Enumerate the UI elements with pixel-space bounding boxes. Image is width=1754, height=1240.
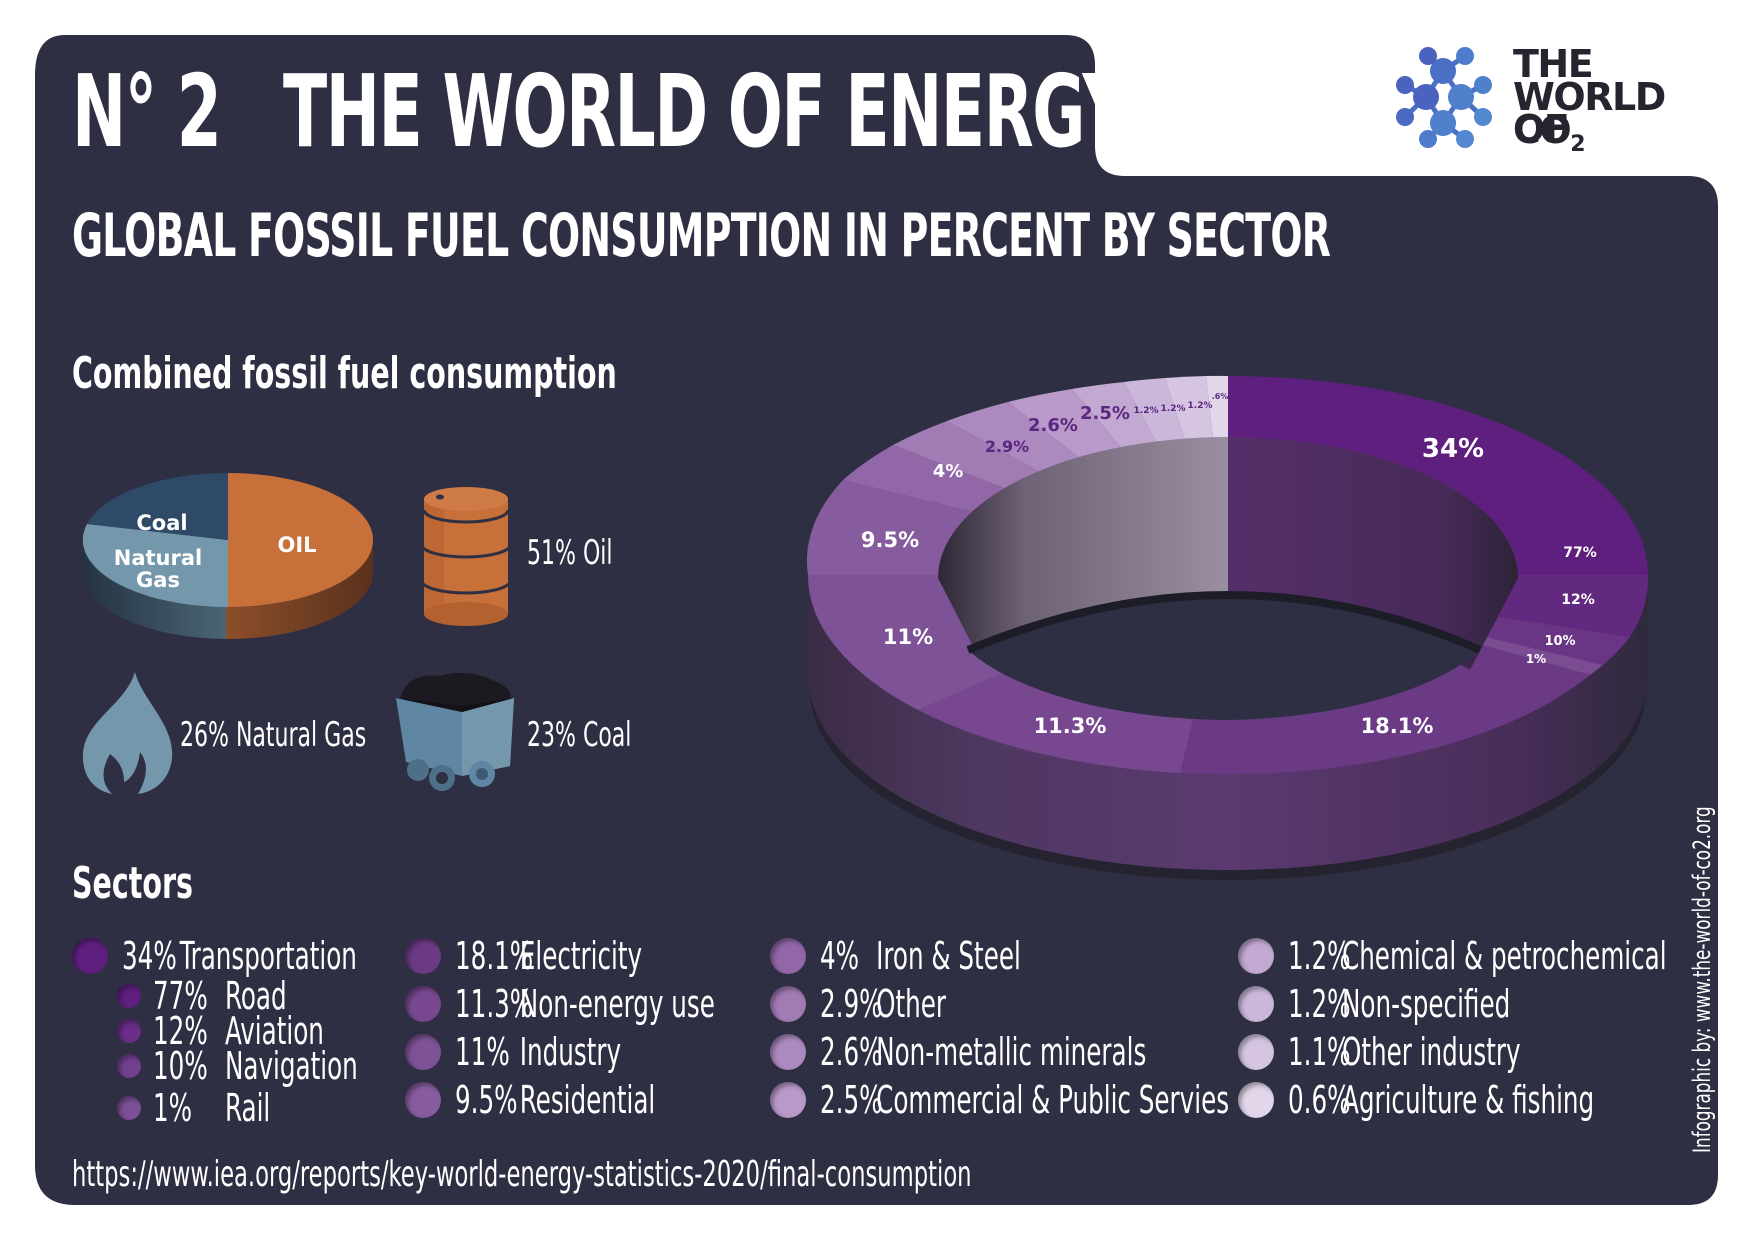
legend-item-chemical: 1.2% Chemical & petrochemical [1238, 937, 1754, 975]
flame-icon [82, 672, 173, 794]
svg-text:2.9%: 2.9% [985, 437, 1029, 456]
legend-bullet [770, 1034, 806, 1070]
legend-bullet [1238, 938, 1274, 974]
legend-bullet [770, 938, 806, 974]
legend-bullet [405, 1082, 441, 1118]
svg-text:Gas: Gas [136, 568, 180, 592]
svg-text:10%: 10% [1544, 634, 1575, 649]
oil-barrel-icon [420, 487, 512, 626]
logo-line-3: CO2 [1513, 108, 1585, 157]
combined-heading: Combined fossil fuel consumption [72, 348, 617, 399]
legend-item-industry: 11% Industry [405, 1033, 686, 1071]
legend-item-commercial-public: 2.5% Commercial & Public Servies [770, 1081, 1388, 1119]
legend-item-electricity: 18.1% Electricity [405, 937, 715, 975]
legend-item-agriculture: 0.6% Agriculture & fishing [1238, 1081, 1713, 1119]
sectors-heading: Sectors [72, 858, 194, 909]
legend-bullet [117, 984, 141, 1008]
legend-bullet [770, 1082, 806, 1118]
svg-text:12%: 12% [1561, 592, 1595, 608]
svg-text:2.6%: 2.6% [1028, 415, 1078, 436]
svg-text:1.2%: 1.2% [1188, 401, 1213, 411]
fuel-pie-chart: Coal Natural Gas OIL [82, 472, 373, 640]
legend-item-iron-steel: 4% Iron & Steel [770, 937, 1099, 975]
legend-bullet [1238, 1034, 1274, 1070]
legend-bullet [1238, 986, 1274, 1022]
legend-bullet [405, 938, 441, 974]
svg-text:Natural: Natural [114, 546, 202, 570]
legend-bullet [117, 1054, 141, 1078]
legend-bullet [405, 986, 441, 1022]
source-link[interactable]: https://www.iea.org/reports/key-world-en… [72, 1154, 972, 1195]
credit-text: Infographic by: www.the-world-of-co2.org [1688, 806, 1716, 1153]
svg-text:.6%: .6% [1212, 392, 1229, 401]
legend-bullet [770, 986, 806, 1022]
logo-line-1: THE [1513, 42, 1594, 86]
natural-gas-share-label: 26% Natural Gas [180, 715, 367, 755]
svg-text:18.1%: 18.1% [1361, 714, 1434, 738]
svg-text:9.5%: 9.5% [861, 528, 919, 552]
legend-item-transportation: 34% Transportation [72, 937, 448, 975]
pie-slice-natural-gas [82, 524, 228, 608]
svg-text:2.5%: 2.5% [1080, 403, 1130, 424]
legend-bullet [117, 1019, 141, 1043]
svg-text:1.2%: 1.2% [1134, 406, 1159, 416]
sector-donut-chart: 34% 77% 12% 10% 1% 18.1% 11.3% 11% 9.5% … [806, 375, 1649, 880]
page-subtitle: GLOBAL FOSSIL FUEL CONSUMPTION IN PERCEN… [72, 201, 1331, 271]
svg-text:Coal: Coal [136, 511, 187, 535]
svg-text:1%: 1% [1526, 652, 1546, 666]
legend-item-non-specified: 1.2% Non-specified [1238, 985, 1597, 1023]
coal-share-label: 23% Coal [527, 715, 632, 755]
svg-text:11%: 11% [883, 625, 933, 649]
pie-slice-oil [228, 473, 373, 607]
pie-slice-coal [87, 472, 228, 540]
molecule-icon [1396, 47, 1492, 148]
svg-text:4%: 4% [933, 461, 964, 482]
legend-bullet [117, 1096, 141, 1120]
issue-number: N° 2 [72, 53, 222, 170]
legend-bullet [405, 1034, 441, 1070]
legend-item-rail: 1% Rail [117, 1089, 316, 1127]
svg-text:1.2%: 1.2% [1161, 404, 1186, 414]
legend-item-other-industry: 1.1% Other industry [1238, 1033, 1611, 1071]
legend-item-other: 2.9% Other [770, 985, 995, 1023]
legend-item-aviation: 12% Aviation [117, 1012, 390, 1050]
svg-text:34%: 34% [1422, 434, 1484, 464]
legend-item-non-metallic-minerals: 2.6% Non-metallic minerals [770, 1033, 1273, 1071]
coal-cart-icon [396, 673, 514, 791]
page-title: THE WORLD OF ENERGY [283, 53, 1129, 170]
legend-item-residential: 9.5% Residential [405, 1081, 733, 1119]
svg-text:OIL: OIL [277, 533, 316, 557]
logo-line-2: WORLD OF [1513, 75, 1666, 151]
svg-text:11.3%: 11.3% [1034, 714, 1107, 738]
legend-bullet [72, 938, 108, 974]
legend-item-navigation: 10% Navigation [117, 1047, 437, 1085]
svg-text:77%: 77% [1563, 545, 1597, 561]
legend-item-road: 77% Road [117, 977, 339, 1015]
oil-share-label: 51% Oil [527, 533, 613, 573]
legend-item-non-energy-use: 11.3% Non-energy use [405, 985, 816, 1023]
legend-bullet [1238, 1082, 1274, 1118]
logo[interactable]: THE WORLD OF CO2 [1395, 42, 1715, 157]
